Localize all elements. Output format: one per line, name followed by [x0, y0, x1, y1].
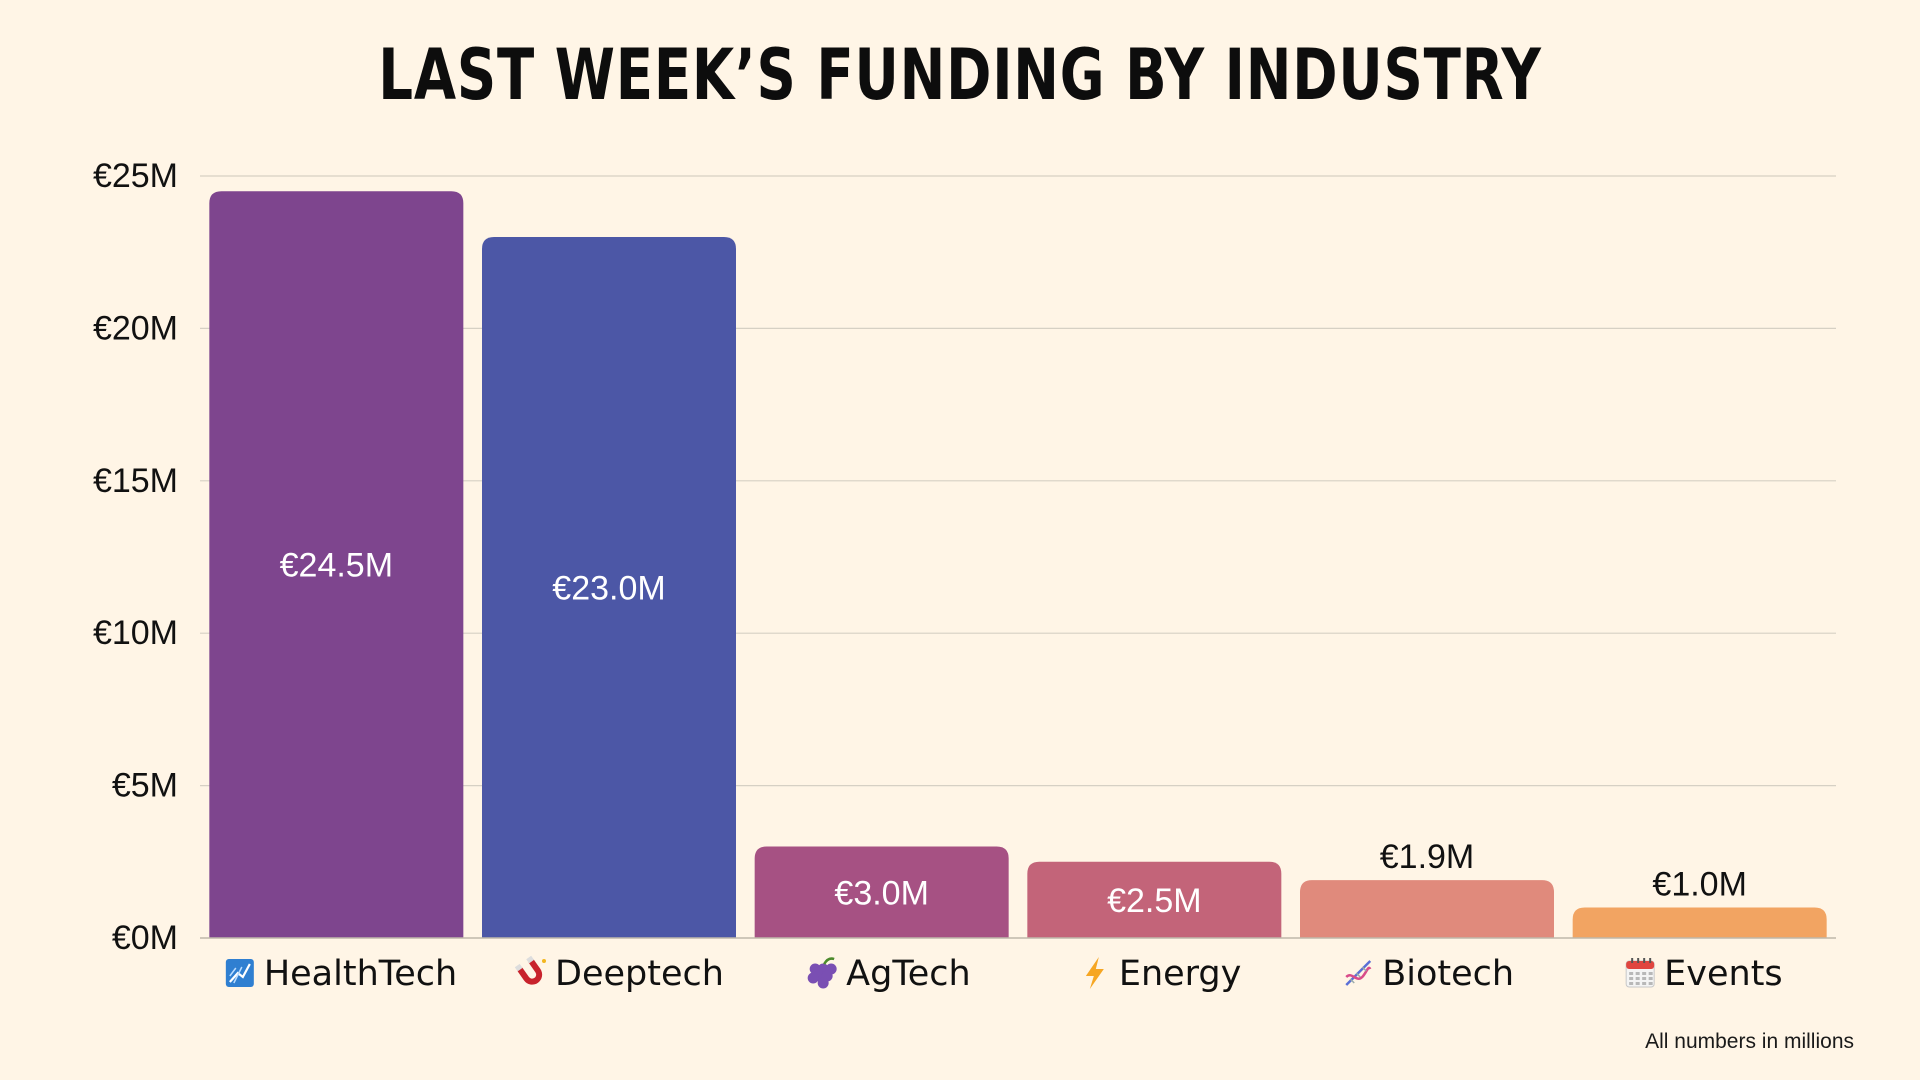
data-label: €3.0M [834, 874, 929, 912]
magnet-icon [514, 955, 546, 985]
footnote: All numbers in millions [1645, 1030, 1854, 1053]
bar-deeptech [482, 236, 736, 938]
x-tick-label: Deeptech [555, 954, 724, 994]
lightning-icon [1085, 957, 1104, 989]
bar-healthtech [209, 191, 464, 939]
data-label: €1.0M [1652, 866, 1747, 904]
bar-energy [1027, 861, 1282, 938]
x-axis: HealthTech Deeptech AgTech Energy Biotech Eve… [200, 937, 1836, 994]
y-tick-label: €5M [112, 767, 178, 805]
y-tick-label: €15M [93, 462, 178, 500]
bar-biotech [1300, 880, 1554, 938]
y-tick-label: €10M [93, 614, 178, 652]
x-tick-label: Events [1664, 954, 1783, 994]
data-label: €1.9M [1380, 838, 1475, 876]
bar-agtech [754, 846, 1009, 938]
bar-events [1572, 907, 1827, 938]
y-tick-label: €25M [93, 157, 178, 195]
data-label: €2.5M [1107, 882, 1202, 920]
data-label: €24.5M [280, 547, 393, 585]
x-tick-label: Biotech [1382, 954, 1514, 994]
chart-rising-icon [225, 959, 254, 987]
grapes-icon [807, 957, 837, 989]
x-tick-label: Energy [1119, 954, 1242, 994]
gridlines [200, 175, 1836, 787]
dna-icon [1345, 960, 1372, 986]
y-tick-label: €0M [112, 919, 178, 957]
y-axis: €0M €5M €10M €15M €20M €25M [93, 157, 178, 957]
x-tick-label: AgTech [846, 954, 971, 994]
calendar-icon [1625, 958, 1655, 988]
y-tick-label: €20M [93, 309, 178, 347]
bars: €24.5M €23.0M €3.0M €2.5M €1.9M €1.0M [209, 191, 1827, 939]
data-label: €23.0M [552, 569, 665, 607]
x-tick-label: HealthTech [264, 954, 457, 994]
chart-title: LAST WEEK’S FUNDING BY INDUSTRY [378, 34, 1542, 116]
